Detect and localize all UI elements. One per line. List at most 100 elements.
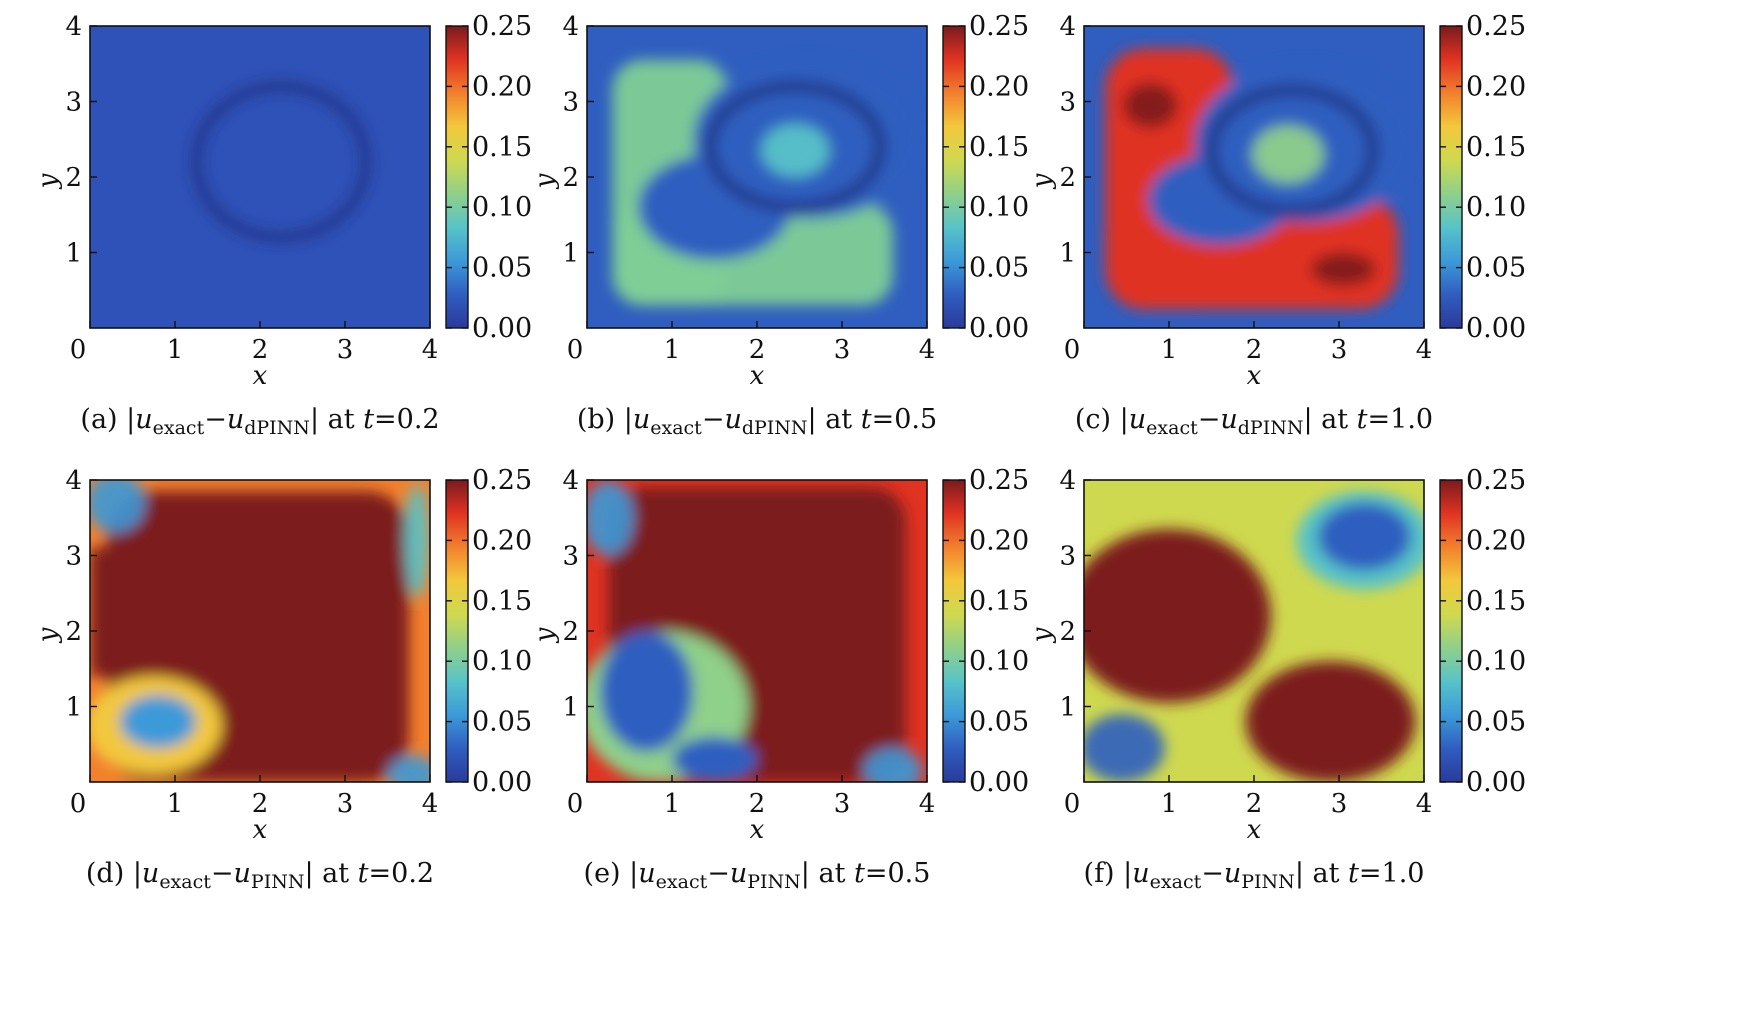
colorbar-tick-label: 0.05 [472,707,532,738]
caption-sub2: PINN [251,871,305,893]
y-tick-label: 4 [1059,466,1076,496]
caption-mid: | at [1303,404,1356,435]
colorbar-tick-label: 0.00 [969,313,1029,344]
x-axis-label: x [253,361,268,391]
x-tick-label: 1 [664,335,681,365]
caption-u1: u [638,858,655,889]
caption-sub2: PINN [1241,871,1295,893]
y-axis-label: y [33,627,63,643]
colorbar: 0.00 0.05 0.10 0.15 0.20 0.25 [1439,11,1526,344]
caption-mid: | at [310,404,363,435]
caption-minus: − [707,858,730,889]
heatmap-region [761,124,830,177]
x-tick-label: 3 [834,335,851,365]
caption-sub1: exact [650,417,702,439]
colorbar-tick-label: 0.25 [472,465,532,496]
colorbar: 0.00 0.05 0.10 0.15 0.20 0.25 [445,465,532,798]
colorbar-tick-label: 0.10 [969,646,1029,677]
colorbar: 0.00 0.05 0.10 0.15 0.20 0.25 [942,465,1029,798]
colorbar-tick-label: 0.10 [969,192,1029,223]
caption-tval: 0.5 [888,858,931,889]
x-tick-label: 4 [919,335,936,365]
colorbar-tick-label: 0.05 [1466,707,1526,738]
colorbar-tick-label: 0.20 [472,71,532,102]
colorbar-tick-label: 0.25 [1466,465,1526,496]
caption-eq: = [1368,404,1391,435]
caption-mid: | at [801,858,854,889]
caption-minus: − [1198,404,1221,435]
caption-prefix: (d) | [86,858,142,889]
heatmap-field [587,26,927,328]
y-tick-label: 2 [1059,617,1076,647]
panel-caption: (f) |uexact−uPINN| at t=1.0 [1084,858,1425,893]
y-axis-label: y [1027,627,1057,643]
y-tick-label: 4 [65,12,82,42]
caption-tval: 0.2 [397,404,440,435]
caption-prefix: (c) | [1075,404,1129,435]
y-tick-label: 4 [562,466,579,496]
y-tick-label: 2 [1059,163,1076,193]
caption-u1: u [135,404,152,435]
caption-sub1: exact [656,871,708,893]
caption-sub1: exact [159,871,211,893]
heatmap-region [1317,502,1412,571]
colorbar: 0.00 0.05 0.10 0.15 0.20 0.25 [445,11,532,344]
caption-t: t [861,404,872,435]
caption-mid: | at [304,858,357,889]
heatmap-region [863,748,923,782]
colorbar-tick-label: 0.05 [969,253,1029,284]
y-tick-label: 4 [562,12,579,42]
x-axis-label: x [1247,815,1262,845]
caption-t: t [358,858,369,889]
colorbar-tick-label: 0.00 [1466,767,1526,798]
panel-caption: (a) |uexact−udPINN| at t=0.2 [80,404,439,439]
y-tick-label: 1 [1059,693,1076,723]
x-tick-label: 1 [167,335,184,365]
heatmap-region [1310,252,1376,286]
y-tick-label: 1 [562,693,579,723]
y-tick-label: 3 [562,88,579,118]
colorbar-tick-label: 0.15 [969,132,1029,163]
caption-sub1: exact [153,417,205,439]
colorbar-tick-label: 0.25 [969,465,1029,496]
caption-u2: u [227,404,244,435]
colorbar-tick-label: 0.20 [1466,525,1526,556]
caption-prefix: (b) | [577,404,633,435]
caption-minus: − [204,404,227,435]
heatmap-region [587,480,634,556]
colorbar-gradient [445,25,469,329]
y-tick-label: 3 [1059,88,1076,118]
caption-sub2: dPINN [1238,417,1304,439]
panel-b: 0 1 2 3 4 1 2 3 4 x y 0.00 0.05 0.10 0.15 0.20 0.25 (b) |… [530,11,1029,439]
panel-caption: (c) |uexact−udPINN| at t=1.0 [1075,404,1433,439]
colorbar-gradient [445,479,469,783]
y-tick-label: 3 [65,88,82,118]
colorbar-tick-label: 0.25 [1466,11,1526,42]
caption-t: t [854,858,865,889]
x-tick-label: 3 [337,335,354,365]
caption-prefix: (f) | [1084,858,1133,889]
caption-prefix: (e) | [584,858,639,889]
caption-tval: 1.0 [1390,404,1433,435]
caption-eq: = [865,858,888,889]
caption-t: t [1348,858,1359,889]
x-tick-label: 1 [167,789,184,819]
colorbar-tick-label: 0.15 [472,132,532,163]
colorbar-tick-label: 0.20 [969,525,1029,556]
x-tick-label: 2 [1246,335,1263,365]
caption-u2: u [724,404,741,435]
caption-u1: u [1129,404,1146,435]
colorbar-tick-label: 0.20 [472,525,532,556]
x-tick-label: 3 [1331,335,1348,365]
x-tick-label: 4 [919,789,936,819]
y-tick-label: 2 [65,163,82,193]
caption-eq: = [1359,858,1382,889]
heatmap-region [90,480,146,533]
x-tick-label: 1 [1161,789,1178,819]
colorbar-tick-label: 0.10 [1466,192,1526,223]
x-tick-label: 2 [252,335,269,365]
y-tick-label: 1 [1059,239,1076,269]
heatmap-region [1252,125,1324,184]
caption-u2: u [1220,404,1237,435]
